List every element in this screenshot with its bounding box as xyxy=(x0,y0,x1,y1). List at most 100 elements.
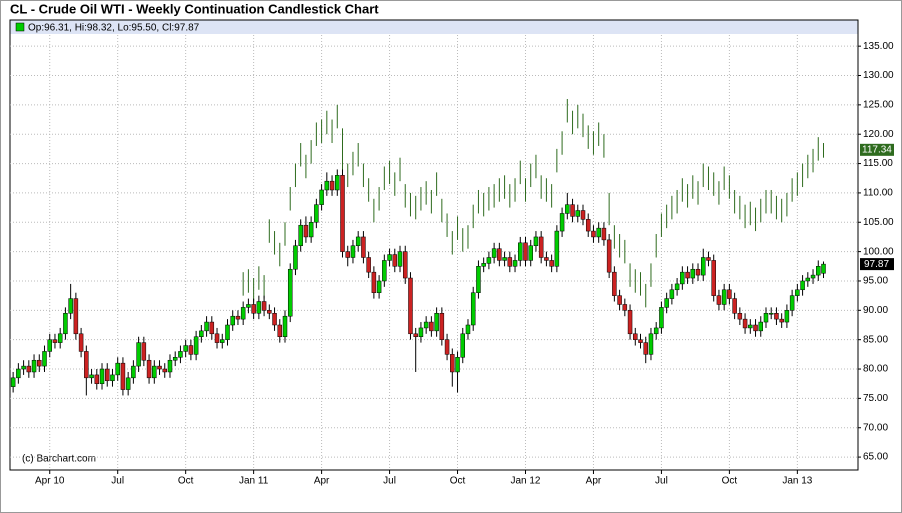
candle-body xyxy=(716,295,722,305)
candle-body xyxy=(282,315,288,337)
candle-body xyxy=(523,242,528,261)
x-tick-label: Oct xyxy=(450,476,466,487)
candle-body xyxy=(277,324,283,337)
candle-body xyxy=(763,313,769,323)
candle-body xyxy=(450,354,455,373)
candle-body xyxy=(664,298,669,308)
candle-body xyxy=(204,321,209,332)
candle-body xyxy=(26,365,32,373)
y-tick-label: 100.00 xyxy=(863,246,894,257)
candle-body xyxy=(141,342,147,361)
candle-body xyxy=(115,362,120,376)
candle-body xyxy=(220,339,225,343)
candle-body xyxy=(418,327,424,337)
y-tick-label: 95.00 xyxy=(863,276,888,287)
candle-body xyxy=(816,266,821,276)
candle-body xyxy=(575,210,581,217)
candle-body xyxy=(355,236,361,246)
candle-body xyxy=(789,295,795,311)
candle-body xyxy=(31,359,37,373)
candle-body xyxy=(376,280,382,293)
candle-body xyxy=(512,260,518,267)
candle-body xyxy=(261,301,267,311)
last-tag-label: 117.34 xyxy=(862,144,892,155)
candle-body xyxy=(73,298,79,335)
candle-body xyxy=(439,313,445,340)
candle-body xyxy=(287,268,293,317)
candle-body xyxy=(653,327,659,335)
candle-body xyxy=(700,257,706,276)
candle-body xyxy=(779,318,784,323)
candle-body xyxy=(570,204,575,217)
chart-title: CL - Crude Oil WTI - Weekly Continuation… xyxy=(10,1,379,16)
candle-body xyxy=(721,289,727,305)
credit: (c) Barchart.com xyxy=(22,454,96,465)
candle-body xyxy=(16,368,21,379)
candle-body xyxy=(267,310,272,314)
candle-body xyxy=(47,339,52,352)
candle-body xyxy=(397,251,403,267)
x-tick-label: Apr xyxy=(314,476,330,487)
candle-body xyxy=(314,204,319,223)
candle-body xyxy=(559,213,565,232)
candle-body xyxy=(209,321,215,335)
y-tick-label: 120.00 xyxy=(863,129,894,140)
x-tick-label: Jul xyxy=(383,476,396,487)
candle-body xyxy=(795,289,800,296)
candle-body xyxy=(387,254,392,261)
candle-body xyxy=(674,283,680,291)
candle-body xyxy=(308,222,314,238)
y-tick-label: 65.00 xyxy=(863,452,888,463)
candle-body xyxy=(774,313,779,320)
candle-body xyxy=(544,257,549,261)
candle-body xyxy=(408,277,413,335)
y-tick-label: 125.00 xyxy=(863,99,894,110)
candle-body xyxy=(183,345,188,352)
legend-text: Op:96.31, Hi:98.32, Lo:95.50, Cl:97.87 xyxy=(28,23,200,34)
candle-body xyxy=(423,321,429,329)
candle-body xyxy=(230,315,235,326)
candle-body xyxy=(235,315,241,320)
candle-body xyxy=(146,359,152,379)
candle-body xyxy=(491,248,497,258)
candle-body xyxy=(643,342,648,355)
candle-body xyxy=(251,304,256,314)
candle-body xyxy=(63,313,68,335)
candle-body xyxy=(199,330,204,337)
candle-body xyxy=(350,245,356,258)
candle-body xyxy=(502,257,507,261)
candle-body xyxy=(99,368,105,384)
candle-body xyxy=(335,175,340,191)
y-tick-label: 85.00 xyxy=(863,334,888,345)
candle-body xyxy=(371,271,377,293)
candle-body xyxy=(319,189,324,205)
candle-body xyxy=(272,313,277,326)
candle-body xyxy=(366,257,371,273)
candle-body xyxy=(131,365,136,379)
candle-body xyxy=(737,313,743,320)
candle-body xyxy=(57,333,63,343)
x-tick-label: Oct xyxy=(178,476,194,487)
x-tick-label: Jul xyxy=(655,476,668,487)
candle-body xyxy=(486,257,492,264)
candle-body xyxy=(585,219,591,232)
candle-body xyxy=(324,180,330,191)
candle-body xyxy=(21,365,26,370)
candle-body xyxy=(627,310,633,335)
candle-body xyxy=(361,236,366,258)
candle-body xyxy=(669,289,675,299)
y-tick-label: 75.00 xyxy=(863,393,888,404)
candle-body xyxy=(42,351,47,367)
candle-body xyxy=(37,359,42,367)
y-tick-label: 130.00 xyxy=(863,70,894,81)
candle-body xyxy=(402,251,408,279)
candle-body xyxy=(10,377,16,387)
candle-body xyxy=(52,339,58,343)
candle-body xyxy=(753,324,758,332)
candle-body xyxy=(748,324,753,329)
candle-body xyxy=(528,245,533,261)
y-tick-label: 90.00 xyxy=(863,305,888,316)
candle-body xyxy=(690,268,696,279)
